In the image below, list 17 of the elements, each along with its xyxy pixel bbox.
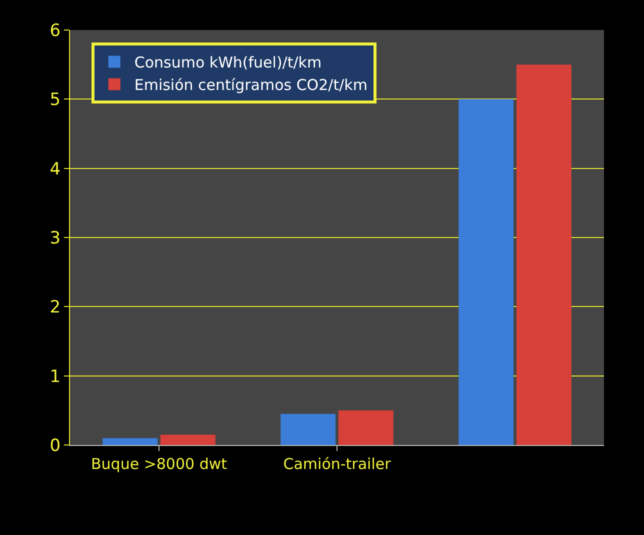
y-tick-label: 3 — [50, 228, 61, 248]
legend-label: Consumo kWh(fuel)/t/km — [134, 54, 322, 72]
x-tick-label: Camión-trailer — [283, 455, 392, 473]
x-tick-label: Buque >8000 dwt — [90, 455, 228, 473]
y-tick-label: 1 — [50, 366, 61, 387]
bar — [160, 434, 216, 445]
y-tick-label: 6 — [50, 20, 61, 41]
legend-label: Emisión centígramos CO2/t/km — [134, 76, 368, 94]
bar — [280, 414, 336, 445]
y-tick-label: 0 — [50, 436, 61, 456]
y-tick-label: 2 — [50, 298, 61, 318]
bar — [102, 438, 158, 445]
y-tick-label: 5 — [50, 90, 61, 110]
bar — [516, 64, 572, 445]
bar — [458, 99, 514, 445]
y-tick-label: 4 — [50, 159, 61, 180]
bar — [338, 410, 394, 445]
